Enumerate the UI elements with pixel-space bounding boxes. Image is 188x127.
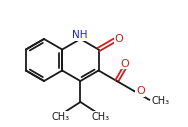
Text: O: O	[120, 59, 129, 69]
Text: O: O	[114, 34, 123, 44]
Text: CH₃: CH₃	[91, 112, 109, 122]
Text: O: O	[136, 86, 145, 96]
Text: CH₃: CH₃	[52, 112, 70, 122]
Text: CH₃: CH₃	[152, 96, 170, 106]
Text: NH: NH	[72, 30, 87, 40]
